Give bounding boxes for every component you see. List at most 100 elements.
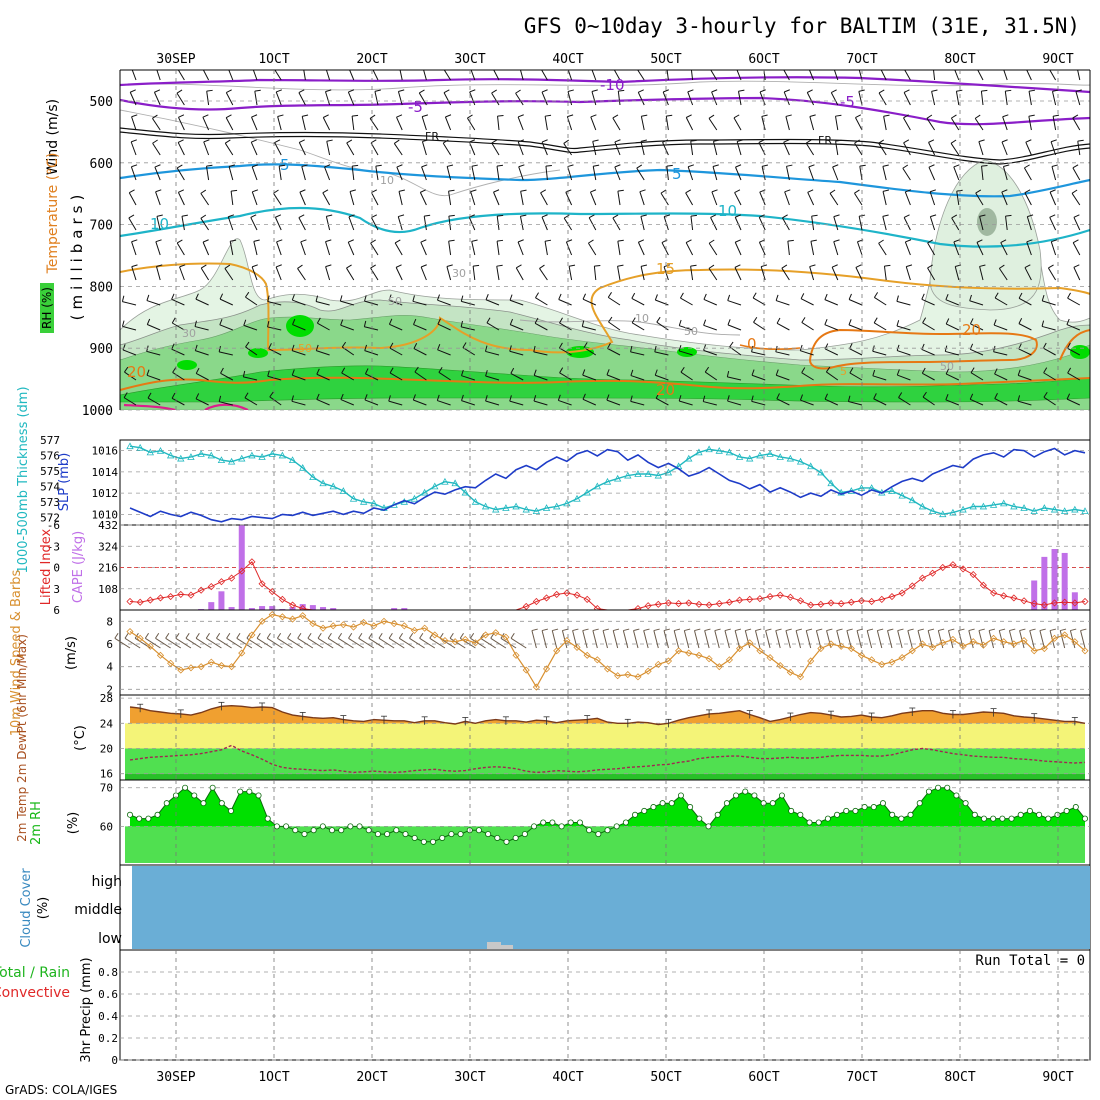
ylabel-wind10m-unit: (m/s): [64, 636, 79, 670]
wind-barb-staff: [630, 400, 645, 406]
thickness-marker: [1030, 507, 1038, 514]
temp-contour-25: [123, 403, 176, 410]
thickness-marker: [776, 453, 784, 460]
wind-barb-staff: [607, 348, 621, 356]
wind-barb-staff: [637, 242, 645, 256]
wind10m-marker: [431, 631, 439, 639]
wind10m-barb-flag: [887, 628, 894, 632]
wind-barb-staff: [1050, 141, 1057, 156]
wind-barb-staff: [268, 348, 282, 356]
wind10m-barb-flag: [124, 632, 129, 639]
wind-barb-staff: [848, 401, 863, 406]
wind-barb-staff: [811, 216, 815, 231]
slp-tick-label: 1014: [92, 466, 119, 479]
wind10m-barb: [826, 630, 832, 649]
wind10m-marker: [278, 613, 286, 621]
wind10m-barb-flag: [785, 628, 792, 632]
wind-barb-flag: [396, 164, 403, 168]
wind-barb-staff: [800, 399, 814, 406]
wind-barb-staff: [146, 374, 161, 381]
wind10m-barb-flag: [256, 632, 261, 639]
lifted-index-marker: [146, 596, 154, 604]
wind-barb-staff: [666, 70, 669, 81]
thickness-marker: [492, 505, 500, 513]
wind-barb-flag: [1005, 89, 1012, 92]
wind-barb-staff: [582, 298, 597, 306]
wind10m-barb-flag: [1009, 628, 1016, 632]
rh-legend-swatch: [40, 283, 54, 333]
wind-barb-flag: [594, 264, 601, 267]
wind-barb-flag: [618, 89, 625, 92]
wind-barb-flag: [252, 164, 258, 168]
wind-barb-staff: [617, 241, 621, 256]
wind-barb-staff: [703, 349, 717, 356]
wind10m-tick-label: 6: [106, 638, 113, 651]
bottom-date-label: 7OCT: [846, 1070, 877, 1085]
wind-barb-staff: [945, 350, 959, 356]
wind10m-barb-flag: [449, 632, 454, 639]
wind-barb-staff: [251, 116, 258, 131]
wind10m-marker: [512, 651, 520, 659]
wind-barb-flag: [493, 189, 500, 193]
wind-barb-flag: [903, 114, 909, 119]
wind-barb-flag: [583, 342, 588, 348]
wind10m-marker: [441, 637, 449, 645]
thickness-line: [129, 445, 1086, 515]
wind-barb-staff: [640, 266, 645, 281]
wind-barb-flag: [520, 65, 526, 67]
wind-barb-flag: [275, 214, 282, 218]
wind-barb-staff: [679, 400, 693, 406]
wind-barb-flag: [708, 239, 715, 244]
wind-barb-flag: [325, 65, 331, 67]
wind10m-marker: [756, 647, 764, 655]
wind-barb-staff: [752, 297, 766, 306]
thickness-marker: [309, 473, 317, 480]
wind10m-barb-flag: [541, 628, 549, 632]
top-date-label: 3OCT: [454, 52, 485, 67]
li-tick-label: 0: [53, 562, 60, 575]
wind-barb-flag: [340, 319, 344, 326]
wind-barb-staff: [753, 321, 766, 331]
wind-barb-flag: [1049, 214, 1056, 218]
rh2m-marker: [356, 823, 363, 830]
wind-barb-flag: [630, 369, 634, 376]
wind-barb-flag: [396, 114, 403, 118]
cloud-cover-panel: high middle low Cloud Cover (%): [19, 864, 1091, 951]
wind-barb-flag: [787, 239, 794, 242]
thickness-marker: [898, 491, 906, 499]
lifted-index-marker: [644, 602, 652, 610]
wind-barb-staff: [254, 91, 258, 106]
wind-barb-flag: [467, 114, 473, 119]
thickness-marker: [471, 497, 480, 505]
wind-barb-flag: [518, 164, 525, 168]
wind-barb-staff: [883, 116, 887, 131]
pressure-tick-label: 500: [90, 95, 113, 110]
wind-barb-staff: [200, 218, 210, 231]
wind-barb-flag: [388, 395, 391, 402]
wind-barb-staff: [1028, 116, 1032, 131]
wind10m-marker: [146, 642, 154, 650]
wind-barb-flag: [1041, 320, 1045, 327]
wind-barb-staff: [656, 321, 669, 331]
wind-barb-staff: [152, 118, 161, 131]
wind-barb-flag: [606, 394, 610, 401]
wind-barb-staff: [970, 323, 984, 331]
wind-barb-flag: [200, 214, 207, 219]
wind10m-marker: [583, 651, 591, 659]
wind-barb-flag: [398, 89, 405, 93]
wind10m-barb: [114, 637, 131, 649]
wind-barb-flag: [855, 114, 862, 119]
wind-barb-flag: [394, 139, 400, 144]
wind-barb-staff: [734, 192, 742, 206]
wind-barb-flag: [831, 264, 838, 268]
temp-contour-minus5: [120, 96, 1090, 126]
wind-barb-flag: [945, 318, 950, 325]
wind-barb-flag: [375, 164, 382, 167]
wind-barb-staff: [680, 297, 693, 306]
lifted-index-marker: [238, 567, 246, 575]
top-date-label: 9OCT: [1042, 52, 1073, 67]
wind-barb-flag: [461, 369, 464, 376]
wind-barb-flag: [979, 264, 986, 267]
lifted-index-marker: [1071, 599, 1079, 607]
wind-barb-staff: [325, 266, 331, 281]
